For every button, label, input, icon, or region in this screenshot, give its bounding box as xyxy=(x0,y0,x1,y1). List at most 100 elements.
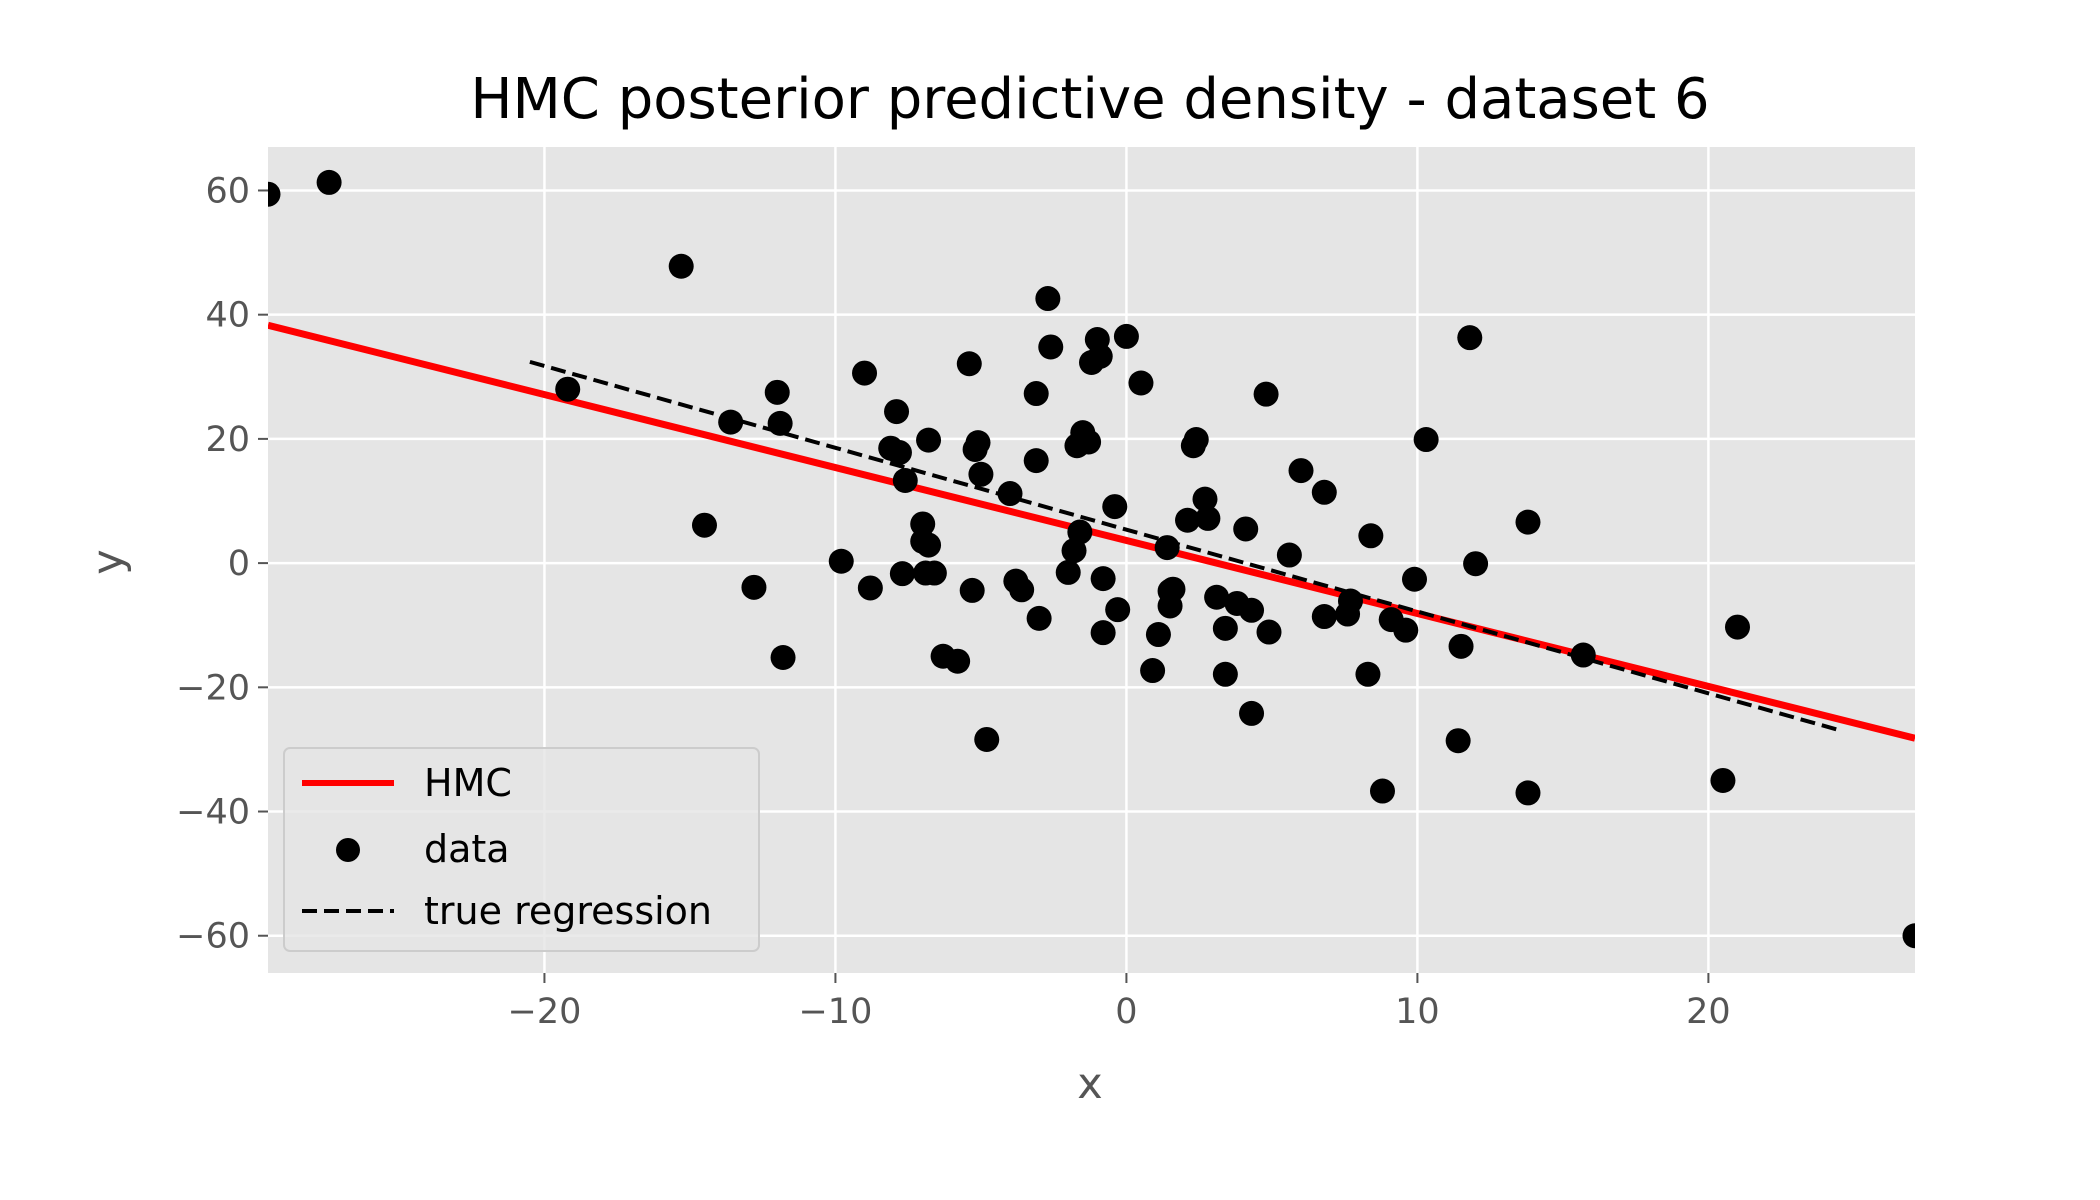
legend-data-label: data xyxy=(424,827,510,871)
data-point xyxy=(691,512,717,538)
data-point xyxy=(1515,780,1541,806)
data-point xyxy=(1023,448,1049,474)
data-point xyxy=(1140,658,1166,684)
data-point xyxy=(884,399,910,425)
data-point xyxy=(945,648,971,674)
data-point xyxy=(1175,507,1201,533)
data-point xyxy=(668,253,694,279)
data-point xyxy=(1448,633,1474,659)
data-point xyxy=(764,379,790,405)
data-point xyxy=(1413,427,1439,453)
x-axis: −20 −10 0 10 20 xyxy=(508,973,1731,1032)
data-point xyxy=(1035,286,1061,312)
data-point xyxy=(770,645,796,671)
y-axis-label: y xyxy=(83,549,133,574)
data-point xyxy=(997,481,1023,507)
data-point xyxy=(1239,597,1265,623)
x-tick-label: −10 xyxy=(798,992,872,1032)
data-point xyxy=(316,169,342,195)
data-point xyxy=(1128,370,1154,396)
data-point xyxy=(1090,620,1116,646)
data-point xyxy=(889,561,915,587)
data-point xyxy=(1288,458,1314,484)
data-point xyxy=(1276,542,1302,568)
data-point xyxy=(892,468,918,494)
data-point xyxy=(1393,617,1419,643)
data-point xyxy=(1087,343,1113,369)
data-point xyxy=(852,360,878,386)
data-point xyxy=(1023,381,1049,407)
data-point xyxy=(1067,519,1093,545)
data-point xyxy=(1204,584,1230,610)
y-tick-label: 40 xyxy=(205,296,250,336)
data-point xyxy=(1710,767,1736,793)
data-point xyxy=(1724,614,1750,640)
data-point xyxy=(1212,661,1238,687)
data-point xyxy=(1090,566,1116,592)
y-axis: −60 −40 −20 0 20 40 60 xyxy=(176,171,268,957)
data-point xyxy=(1076,429,1102,455)
data-point xyxy=(1102,494,1128,520)
data-point xyxy=(1445,728,1471,754)
data-point xyxy=(1311,479,1337,505)
data-point xyxy=(1239,700,1265,726)
data-point xyxy=(1369,778,1395,804)
x-tick-label: 10 xyxy=(1395,992,1440,1032)
data-point xyxy=(1401,566,1427,592)
data-point xyxy=(1233,516,1259,542)
data-point xyxy=(857,575,883,601)
chart-title: HMC posterior predictive density - datas… xyxy=(470,67,1709,132)
legend-data-swatch xyxy=(336,838,360,862)
data-point xyxy=(1256,619,1282,645)
y-tick-label: −40 xyxy=(176,793,250,833)
data-point xyxy=(1902,923,1915,949)
data-point xyxy=(1457,325,1483,351)
data-point xyxy=(965,430,991,456)
true-regression-line xyxy=(529,359,1840,733)
data-point xyxy=(268,181,281,207)
data-point xyxy=(968,461,994,487)
data-point xyxy=(1038,334,1064,360)
data-point xyxy=(1192,486,1218,512)
legend-true-regression-label: true regression xyxy=(424,889,712,933)
data-point xyxy=(1515,509,1541,535)
plot-content xyxy=(268,169,1915,949)
data-point xyxy=(1145,622,1171,648)
x-tick-label: 0 xyxy=(1115,992,1137,1032)
data-point xyxy=(956,351,982,377)
data-point xyxy=(959,577,985,603)
data-point xyxy=(916,427,942,453)
data-point xyxy=(741,574,767,600)
legend: HMC data true regression xyxy=(283,747,760,952)
data-point xyxy=(1212,615,1238,641)
data-point xyxy=(1160,576,1186,602)
data-point xyxy=(718,409,744,435)
data-point xyxy=(1463,551,1489,577)
data-point xyxy=(1183,427,1209,453)
data-point xyxy=(1355,661,1381,687)
x-tick-label: 20 xyxy=(1686,992,1731,1032)
data-point xyxy=(1026,605,1052,631)
y-tick-label: −20 xyxy=(176,668,250,708)
y-tick-label: 0 xyxy=(228,544,250,584)
data-point xyxy=(1113,323,1139,349)
data-point xyxy=(828,548,854,574)
data-point xyxy=(1253,381,1279,407)
x-axis-label: x xyxy=(1077,1059,1102,1109)
data-point xyxy=(1009,577,1035,603)
legend-box xyxy=(283,747,760,952)
legend-hmc-label: HMC xyxy=(424,761,512,805)
y-tick-label: 20 xyxy=(205,420,250,460)
data-point xyxy=(878,435,904,461)
data-point xyxy=(921,560,947,586)
data-point xyxy=(910,511,936,537)
data-point xyxy=(1311,604,1337,630)
data-point xyxy=(1055,559,1081,585)
data-point xyxy=(974,726,1000,752)
data-point xyxy=(555,376,581,402)
y-tick-label: 60 xyxy=(205,171,250,211)
data-point xyxy=(1105,597,1131,623)
x-tick-label: −20 xyxy=(508,992,582,1032)
data-point xyxy=(767,410,793,436)
